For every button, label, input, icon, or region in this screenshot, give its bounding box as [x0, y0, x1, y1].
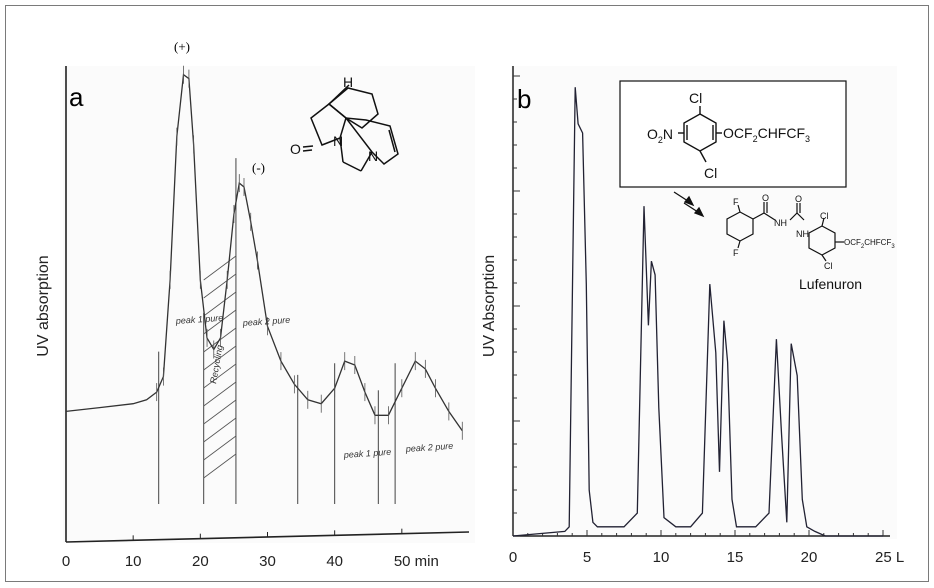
chart-b-x-tick-label: 10 [653, 549, 670, 566]
lufenuron-nh-2: NH [796, 229, 809, 239]
hatch-line [203, 345, 237, 371]
hatch-line [203, 435, 237, 461]
starting-material-box [619, 80, 847, 188]
chart-a-annotation-minus: (-) [252, 160, 265, 175]
fraction-label-peak1-b: peak 1 pure [342, 447, 391, 460]
structure-a-atom-n2: N [368, 148, 378, 164]
sm-cl-bottom: Cl [704, 165, 717, 181]
chart-b-series-line [512, 87, 883, 537]
fraction-label-peak2: peak 2 pure [241, 315, 290, 328]
chart-b-x-tick-label: 20 [801, 549, 818, 566]
fraction-label-peak1: peak 1 pure [174, 313, 223, 326]
lufenuron-f-bottom: F [733, 248, 739, 258]
chart-a-x-tick-label: 20 [192, 553, 209, 570]
bond-co-double [302, 149, 313, 152]
chart-a-plot-area [63, 66, 475, 543]
fraction-label-peak2-b: peak 2 pure [404, 441, 453, 454]
lufenuron-ether: OCF2CHFCF3 [844, 238, 895, 250]
panel-b-label: b [517, 84, 531, 114]
chart-a-x-tick-label: 0 [62, 553, 70, 570]
sm-ether: OCF2CHFCF3 [723, 125, 810, 144]
lufenuron-cl-bottom: Cl [824, 261, 833, 271]
panel-a-label: a [69, 82, 84, 112]
hatch-line [203, 255, 237, 281]
figure-frame: a UV absorption 0 10 20 30 40 50 min (+) (-) … [5, 5, 929, 582]
bond-co [302, 145, 314, 148]
chart-b-x-ticks: 0 5 10 15 20 25 L [509, 530, 904, 566]
bond-n-ch2 [339, 137, 344, 163]
figure-canvas: a UV absorption 0 10 20 30 40 50 min (+) (-) … [35, 39, 904, 570]
chart-a-annotation-plus: (+) [174, 39, 190, 54]
lufenuron-f-top: F [733, 197, 739, 207]
sm-nitro: O2N [647, 126, 673, 145]
chart-a-x-tick-label: 50 min [394, 553, 439, 570]
structure-a-atom-n1: N [333, 133, 343, 149]
structure-a-atom-o: O [290, 141, 301, 157]
lufenuron-label: Lufenuron [799, 276, 862, 292]
lufenuron-o-1: O [762, 193, 769, 203]
hatch-line [203, 453, 237, 479]
chart-a-error-bars [156, 65, 463, 440]
chart-b-y-axis-label: UV Absorption [481, 255, 498, 357]
chart-b: 0 5 10 15 20 25 L b UV Absorption Cl O2N OCF2… [481, 66, 904, 566]
structure-a-atom-h-label: H [343, 74, 353, 90]
chart-b-x-tick-label: 5 [583, 549, 591, 566]
hatch-line [203, 363, 237, 389]
hatch-line [203, 291, 237, 317]
bond-ch2-n [360, 151, 373, 172]
chemical-structure-a [302, 84, 399, 172]
benzene-ring-b1 [678, 106, 722, 163]
lufenuron-cl-top: Cl [820, 211, 829, 221]
chart-b-x-tick-label: 0 [509, 549, 517, 566]
chart-b-x-tick-label: 25 L [875, 549, 904, 566]
chart-a-series-line [65, 73, 463, 432]
chart-a-y-axis-label: UV absorption [35, 255, 52, 356]
pyrrole-ring [344, 117, 399, 165]
bond-pyrrole-double [388, 129, 396, 153]
lufenuron-o-2: O [795, 194, 802, 204]
chart-a-x-tick-label: 40 [326, 553, 343, 570]
chart-a-x-tick-label: 30 [259, 553, 276, 570]
hatch-line [203, 309, 237, 335]
chart-b-x-tick-label: 15 [727, 549, 744, 566]
hatch-line [203, 399, 237, 425]
lufenuron-structure [726, 202, 844, 262]
bond-ch2-ch2 [342, 161, 362, 172]
chart-a: a UV absorption 0 10 20 30 40 50 min (+) (-) … [35, 39, 475, 570]
hatch-line [203, 417, 237, 443]
reaction-arrows [673, 191, 705, 218]
chart-a-x-tick-label: 10 [125, 553, 142, 570]
lufenuron-nh-1: NH [774, 218, 787, 228]
hatch-line [203, 381, 237, 407]
sm-cl-top: Cl [689, 90, 702, 106]
hatch-line [203, 273, 237, 299]
chart-a-x-ticks: 0 10 20 30 40 50 min [62, 528, 439, 570]
